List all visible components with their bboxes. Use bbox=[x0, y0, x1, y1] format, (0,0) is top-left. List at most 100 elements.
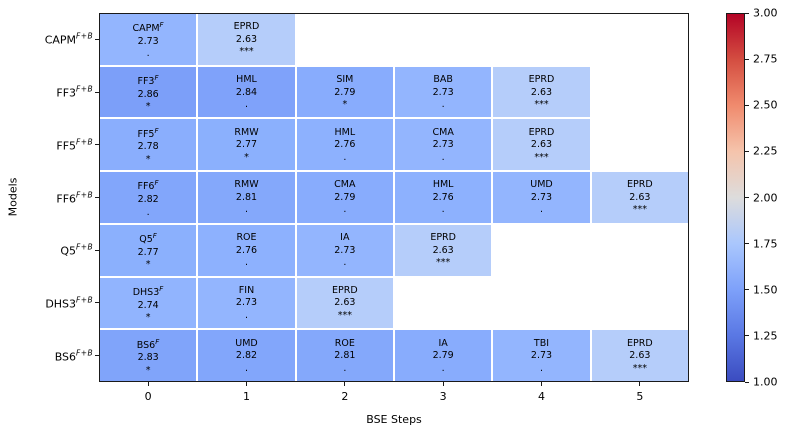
heatmap-cell: RMW 2.81. bbox=[198, 172, 295, 223]
cell-factor-superscript: F bbox=[155, 337, 160, 346]
cell-factor-label: SIM bbox=[336, 74, 354, 86]
cell-factor-label: UMD bbox=[530, 179, 553, 191]
cell-value: 2.79 bbox=[432, 350, 454, 362]
cell-significance: * bbox=[145, 259, 151, 271]
y-tick-mark bbox=[95, 197, 99, 198]
colorbar-tick-label: 1.25 bbox=[753, 329, 778, 343]
model-superscript: F+B bbox=[76, 32, 93, 42]
colorbar-tick-mark bbox=[745, 381, 749, 383]
cell-factor-line: FF3F bbox=[138, 72, 159, 89]
cell-factor-label: ROE bbox=[334, 337, 355, 349]
cell-value: 2.84 bbox=[235, 86, 258, 98]
cell-factor-line: EPRD bbox=[234, 21, 260, 34]
cell-factor-label: Q5 bbox=[139, 234, 153, 246]
heatmap-cell: EPRD 2.63 *** bbox=[591, 172, 688, 223]
heatmap-cell-empty bbox=[591, 14, 688, 65]
model-name: CAPM bbox=[44, 33, 77, 47]
heatmap-cell-empty bbox=[493, 224, 590, 276]
colorbar-tick-mark bbox=[745, 289, 749, 291]
cell-significance: *** bbox=[436, 257, 451, 269]
cell-significance: . bbox=[441, 151, 445, 163]
cell-value: 2.73 bbox=[334, 244, 356, 256]
x-tick-label: 2 bbox=[341, 390, 349, 403]
cell-significance: *** bbox=[239, 46, 254, 58]
colorbar-tick-label: 1.75 bbox=[753, 237, 778, 251]
colorbar-tick-mark bbox=[745, 104, 749, 106]
colorbar-tick-mark bbox=[745, 197, 749, 198]
colorbar-tick-label: 2.75 bbox=[753, 52, 778, 66]
cell-factor-line: EPRD bbox=[627, 338, 653, 351]
heatmap-cell: EPRD 2.63 *** bbox=[198, 14, 295, 65]
colorbar-tick-label: 1.00 bbox=[753, 375, 778, 389]
heatmap-cell: FF5F 2.78 * bbox=[100, 119, 197, 171]
cell-factor-label: CMA bbox=[334, 179, 356, 191]
heatmap-cell: HML 2.84. bbox=[198, 66, 295, 118]
cell-significance: . bbox=[343, 362, 347, 374]
cell-factor-label: BAB bbox=[433, 74, 453, 86]
model-superscript: F+B bbox=[76, 295, 93, 305]
cell-value: 2.63 bbox=[432, 244, 454, 256]
x-tick-label: 1 bbox=[243, 390, 250, 403]
cell-factor-label: BS6 bbox=[136, 339, 156, 351]
cell-factor-label: EPRD bbox=[233, 21, 260, 33]
cell-significance: . bbox=[441, 204, 445, 216]
cell-factor-label: UMD bbox=[235, 337, 258, 349]
model-superscript: F+B bbox=[76, 242, 93, 252]
heatmap-cell-empty bbox=[591, 66, 688, 118]
cell-factor-line: DHS3F bbox=[133, 283, 164, 300]
heatmap-cell-empty bbox=[591, 277, 688, 329]
cell-factor-line: EPRD bbox=[332, 285, 358, 298]
cell-factor-line: IA bbox=[439, 338, 448, 351]
cell-value: 2.78 bbox=[137, 141, 159, 153]
cell-value: 2.63 bbox=[334, 297, 356, 309]
cell-value: 2.73 bbox=[530, 350, 553, 362]
cell-factor-line: TBI bbox=[534, 338, 549, 351]
cell-significance: . bbox=[343, 204, 347, 216]
cell-significance: . bbox=[146, 48, 150, 60]
cell-factor-line: HML bbox=[335, 127, 356, 140]
cell-factor-line: FF5F bbox=[138, 125, 159, 142]
y-tick-label: FF5F+B bbox=[0, 137, 93, 152]
cell-significance: . bbox=[539, 204, 543, 216]
cell-factor-line: ROE bbox=[236, 232, 256, 245]
cell-factor-label: FF3 bbox=[137, 76, 155, 88]
cell-factor-superscript: F bbox=[152, 232, 158, 241]
cell-factor-label: CMA bbox=[432, 126, 454, 138]
heatmap-cell-empty bbox=[395, 14, 492, 65]
heatmap-cell-empty bbox=[395, 277, 492, 329]
heatmap-plot: CAPMF 2.73. EPRD 2.63 *** FF3F 2.86 * HML 2.84. SI… bbox=[99, 13, 689, 382]
heatmap-cell: FF6F 2.82. bbox=[100, 172, 197, 223]
cell-value: 2.73 bbox=[432, 139, 454, 151]
model-name: BS6 bbox=[54, 349, 77, 363]
cell-significance: . bbox=[244, 204, 248, 216]
cell-factor-label: HML bbox=[432, 179, 454, 191]
cell-factor-superscript: F bbox=[159, 21, 164, 30]
heatmap-cell: UMD 2.73. bbox=[493, 172, 590, 223]
cell-factor-label: EPRD bbox=[430, 232, 456, 244]
model-name: FF3 bbox=[56, 86, 77, 100]
cell-value: 2.63 bbox=[629, 191, 651, 203]
cell-factor-line: RMW bbox=[234, 127, 258, 140]
model-superscript: F+B bbox=[76, 137, 93, 147]
cell-value: 2.81 bbox=[235, 191, 258, 203]
colorbar-tick-label: 2.00 bbox=[753, 191, 778, 204]
cell-significance: . bbox=[244, 309, 248, 321]
cell-factor-line: BAB bbox=[433, 74, 453, 87]
cell-value: 2.76 bbox=[235, 244, 258, 256]
colorbar-tick-mark bbox=[745, 243, 749, 245]
y-tick-label: CAPMF+B bbox=[0, 32, 93, 47]
cell-value: 2.83 bbox=[137, 352, 159, 364]
cell-factor-label: HML bbox=[334, 126, 356, 138]
colorbar-tick-label: 2.50 bbox=[753, 98, 778, 112]
cell-value: 2.63 bbox=[530, 86, 553, 98]
cell-factor-line: UMD bbox=[530, 179, 552, 192]
cell-significance: *** bbox=[632, 204, 647, 216]
cell-factor-superscript: F bbox=[154, 179, 159, 188]
y-tick-label: FF6F+B bbox=[0, 190, 93, 205]
y-tick-mark bbox=[95, 91, 99, 93]
colorbar-tick-mark bbox=[745, 335, 749, 337]
cell-factor-superscript: F bbox=[154, 73, 159, 82]
cell-factor-label: ROE bbox=[236, 232, 257, 244]
heatmap-cell: EPRD 2.63 *** bbox=[591, 330, 688, 381]
heatmap-cell: ROE 2.76. bbox=[198, 224, 295, 276]
